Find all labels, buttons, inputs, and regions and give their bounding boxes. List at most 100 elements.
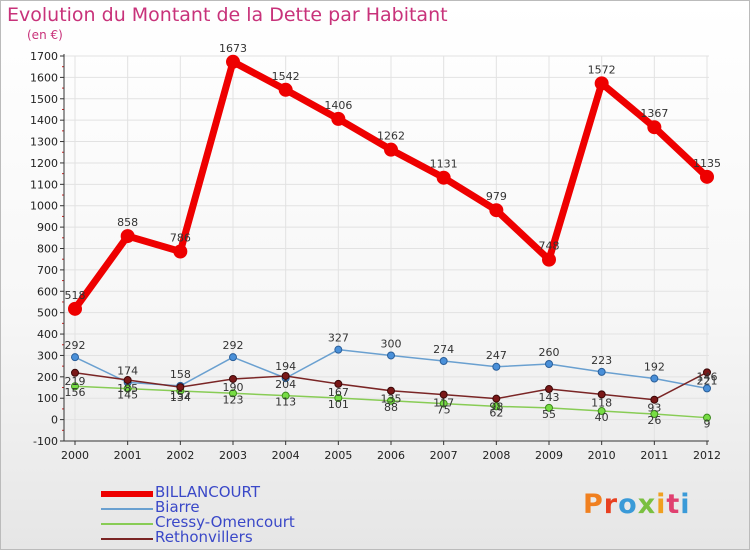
- x-tick-label: 2011: [640, 449, 668, 462]
- data-point-billancourt: [489, 203, 504, 218]
- y-tick-label: -100: [33, 435, 58, 448]
- data-label-rethonvillers: 152: [170, 389, 191, 402]
- data-point-billancourt: [173, 244, 188, 259]
- y-tick-label: 1300: [30, 136, 58, 149]
- legend-swatch: [101, 508, 153, 510]
- data-label-rethonvillers: 204: [275, 378, 296, 391]
- y-tick-label: 0: [51, 414, 58, 427]
- data-label-cressy-omencourt: 113: [275, 396, 296, 409]
- data-point-billancourt: [594, 76, 609, 91]
- data-point-cressy-omencourt: [439, 399, 448, 408]
- data-label-billancourt: 748: [539, 240, 560, 253]
- data-point-billancourt: [226, 54, 240, 69]
- data-point-rethonvillers: [387, 386, 395, 395]
- data-point-biarre: [703, 384, 711, 393]
- data-label-biarre: 194: [275, 360, 296, 373]
- logo-letter: P: [583, 489, 604, 520]
- data-label-cressy-omencourt: 88: [384, 401, 398, 414]
- x-tick-label: 2003: [219, 449, 247, 462]
- data-point-biarre: [71, 353, 79, 362]
- data-label-billancourt: 1367: [640, 107, 668, 120]
- logo-letter: r: [603, 489, 619, 520]
- data-label-rethonvillers: 167: [328, 386, 349, 399]
- legend-label: Cressy-Omencourt: [155, 513, 295, 531]
- y-tick-label: 1000: [30, 200, 58, 213]
- data-point-biarre: [439, 357, 448, 366]
- data-label-billancourt: 1673: [219, 42, 247, 55]
- legend-swatch: [101, 491, 153, 497]
- y-tick-label: 200: [37, 371, 58, 384]
- data-point-billancourt: [647, 120, 662, 135]
- data-point-cressy-omencourt: [387, 396, 395, 405]
- x-tick-label: 2005: [324, 449, 352, 462]
- data-label-cressy-omencourt: 156: [65, 386, 86, 399]
- data-point-biarre: [492, 362, 501, 371]
- proxiti-logo: Proxiti: [583, 489, 691, 520]
- x-tick-label: 2010: [588, 449, 616, 462]
- data-label-billancourt: 858: [117, 216, 138, 229]
- data-point-biarre: [334, 345, 343, 354]
- logo-letter: i: [680, 489, 691, 520]
- legend-swatch: [101, 538, 153, 540]
- data-point-rethonvillers: [71, 368, 79, 377]
- data-point-rethonvillers: [176, 383, 185, 392]
- legend-label: Rethonvillers: [155, 528, 253, 546]
- data-label-cressy-omencourt: 123: [223, 393, 244, 406]
- data-point-cressy-omencourt: [597, 407, 606, 416]
- x-tick-label: 2009: [535, 449, 563, 462]
- data-point-rethonvillers: [281, 371, 290, 380]
- data-point-cressy-omencourt: [229, 389, 237, 398]
- y-tick-label: 900: [37, 221, 58, 234]
- data-label-cressy-omencourt: 9: [704, 418, 711, 431]
- data-point-billancourt: [436, 170, 451, 185]
- data-label-rethonvillers: 219: [65, 375, 86, 388]
- x-tick-label: 2006: [377, 449, 405, 462]
- data-label-biarre: 174: [117, 364, 138, 377]
- data-point-biarre: [545, 360, 553, 368]
- data-point-cressy-omencourt: [545, 403, 553, 412]
- y-tick-label: 1400: [30, 114, 58, 127]
- data-label-rethonvillers: 118: [591, 396, 612, 409]
- y-tick-label: 500: [37, 307, 58, 320]
- chart-unit: (en €): [27, 28, 63, 42]
- x-tick-label: 2001: [114, 449, 142, 462]
- x-tick-label: 2004: [272, 449, 300, 462]
- x-tick-label: 2008: [482, 449, 510, 462]
- data-point-rethonvillers: [334, 379, 343, 388]
- data-label-billancourt: 1131: [430, 158, 458, 171]
- y-tick-label: 1700: [30, 50, 58, 63]
- data-label-billancourt: 1542: [272, 70, 300, 83]
- data-label-biarre: 146: [697, 370, 718, 383]
- data-point-cressy-omencourt: [650, 410, 659, 419]
- data-point-rethonvillers: [597, 390, 606, 399]
- data-label-cressy-omencourt: 101: [328, 398, 349, 411]
- data-point-cressy-omencourt: [492, 402, 501, 411]
- y-tick-label: 300: [37, 349, 58, 362]
- data-label-biarre: 292: [223, 339, 244, 352]
- data-label-cressy-omencourt: 75: [437, 404, 451, 417]
- data-point-rethonvillers: [439, 390, 448, 399]
- logo-letter: x: [637, 489, 657, 520]
- legend-label: BILLANCOURT: [155, 483, 261, 501]
- y-tick-label: 1500: [30, 93, 58, 106]
- data-label-biarre: 247: [486, 349, 507, 362]
- data-point-cressy-omencourt: [334, 394, 343, 403]
- data-label-cressy-omencourt: 55: [542, 408, 556, 421]
- data-point-rethonvillers: [545, 385, 553, 394]
- logo-letter: i: [656, 489, 667, 520]
- y-tick-label: 400: [37, 328, 58, 341]
- data-label-rethonvillers: 190: [223, 381, 244, 394]
- data-point-billancourt: [700, 169, 714, 184]
- data-point-billancourt: [542, 252, 556, 267]
- y-tick-label: 1200: [30, 157, 58, 170]
- y-tick-label: 800: [37, 243, 58, 256]
- data-point-cressy-omencourt: [123, 384, 132, 393]
- data-label-rethonvillers: 93: [647, 402, 661, 415]
- x-tick-label: 2000: [61, 449, 89, 462]
- legend-swatch: [101, 523, 153, 525]
- data-point-billancourt: [384, 142, 398, 157]
- data-label-billancourt: 979: [486, 190, 507, 203]
- data-label-billancourt: 518: [65, 289, 86, 302]
- data-point-billancourt: [278, 82, 293, 97]
